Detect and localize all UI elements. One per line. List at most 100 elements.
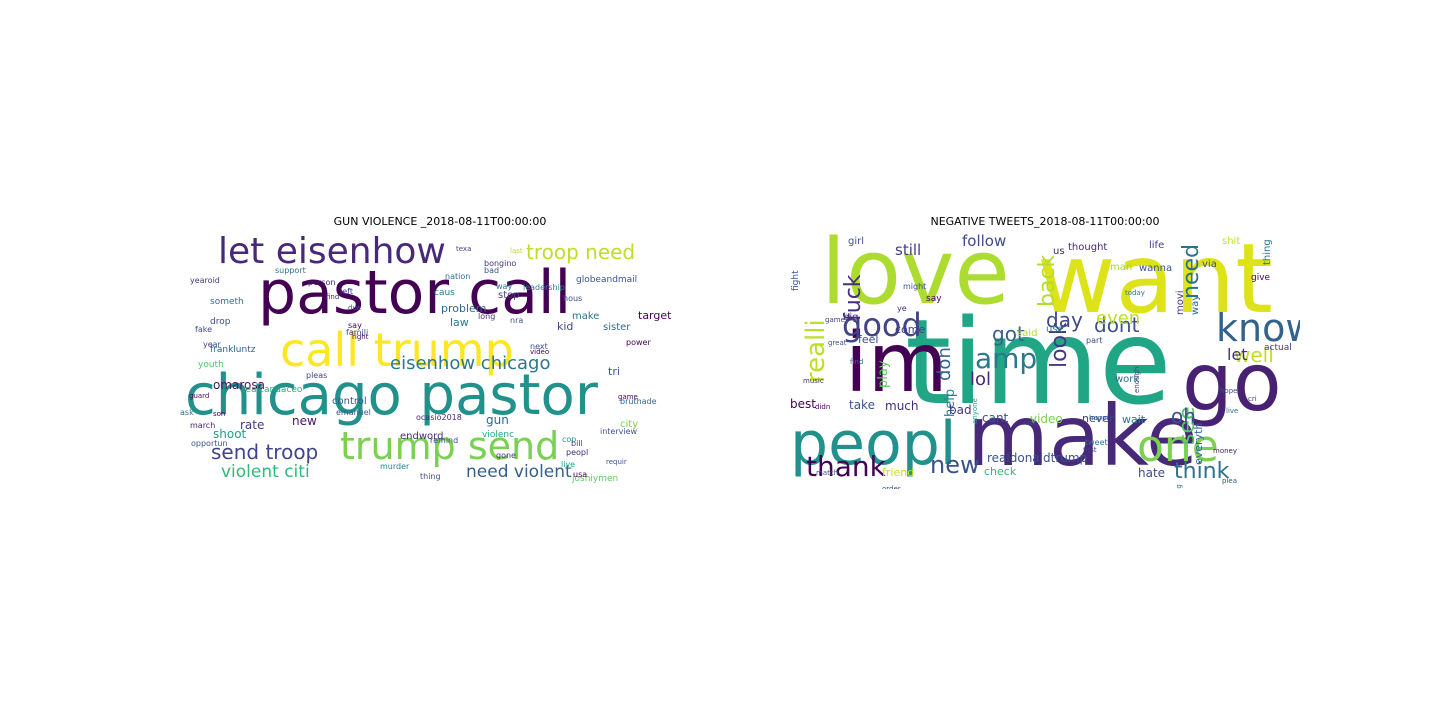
negative-tweets-word-tweet: tweet — [1085, 438, 1108, 447]
negative-tweets-word-thank: thank — [806, 450, 887, 483]
negative-tweets-word-best: best — [790, 397, 816, 411]
negative-tweets-word-cri: cri — [1248, 395, 1257, 403]
gun-violence-word-way: way — [496, 282, 512, 291]
gun-violence-word-fake: fake — [195, 325, 212, 334]
gun-violence-word-pastor-call: pastor call — [258, 258, 571, 328]
gun-violence-word-bill: bill — [571, 439, 583, 448]
gun-violence-word-usa: usa — [573, 470, 587, 479]
gun-violence-word-emanuel: emanuel — [336, 408, 371, 417]
gun-violence-word-next: next — [530, 342, 548, 351]
gun-violence-word-live: live — [561, 460, 575, 469]
negative-tweets-word-man: man — [1110, 262, 1132, 273]
gun-violence-word-due: due — [348, 304, 361, 312]
negative-tweets-word-love: love — [821, 231, 1010, 325]
gun-violence-word-last: last — [510, 247, 523, 255]
negative-tweets-word-enough: enough — [1133, 367, 1141, 393]
gun-violence-word-need-violent: need violent — [466, 462, 572, 482]
negative-tweets-word-first: first — [1083, 446, 1097, 454]
negative-tweets-word-need: need — [1179, 244, 1204, 299]
gun-violence-word-right: right — [352, 333, 369, 341]
negative-tweets-word-back: back — [1035, 254, 1060, 307]
negative-tweets-word-look: look — [1047, 322, 1072, 368]
gun-violence-word-problem: problem — [441, 302, 487, 315]
negative-tweets-word-bad: bad — [949, 403, 972, 417]
negative-tweets-word-thing: thing — [1262, 239, 1273, 265]
gun-violence-word-peopl: peopl — [566, 448, 588, 457]
negative-tweets-word-movi: movi — [1175, 290, 1186, 315]
negative-tweets-word-us: us — [1053, 246, 1065, 257]
gun-violence-word-left: left — [340, 287, 353, 296]
negative-tweets-word-much: much — [885, 399, 919, 413]
negative-tweets-word-music: music — [803, 377, 824, 385]
negative-tweets-word-time: time — [905, 293, 1172, 431]
negative-tweets-word-thought: thought — [1068, 242, 1107, 253]
negative-tweets-word-actual: actual — [1264, 343, 1292, 353]
negative-tweets-word-don: don — [934, 347, 955, 381]
negative-tweets-word-use: use — [1046, 324, 1064, 335]
gun-violence-word-rate: rate — [240, 418, 264, 432]
negative-tweets-word-work: work — [1115, 374, 1139, 385]
gun-violence-word-sister: sister — [603, 322, 631, 333]
right-chart-title: NEGATIVE TWEETS_2018-08-11T00:00:00 — [930, 215, 1160, 228]
gun-violence-word-famili: famili — [346, 328, 368, 337]
negative-tweets-word-realli: realli — [801, 319, 831, 383]
negative-tweets-word-video: video — [1030, 412, 1063, 426]
negative-tweets-word-hope: hope — [1220, 387, 1237, 395]
gun-violence-word-trump-send: trump send — [340, 424, 559, 468]
gun-violence-word-thing: thing — [420, 472, 441, 481]
gun-violence-word-game: game — [618, 393, 638, 401]
gun-violence-word-son: son — [213, 410, 225, 418]
gun-violence-word-eisenhow-chicago: eisenhow chicago — [390, 353, 550, 374]
negative-tweets-word-big: big — [843, 312, 858, 323]
gun-violence-word-texa: texa — [456, 245, 471, 253]
negative-tweets-word-said: said — [1017, 328, 1037, 339]
negative-tweets-word-day: day — [1046, 308, 1083, 332]
left-chart-title: GUN VIOLENCE _2018-08-11T00:00:00 — [333, 215, 547, 228]
negative-tweets-word-song: song — [1175, 484, 1183, 489]
gun-violence-word-bongino: bongino — [484, 259, 516, 268]
gun-violence-word-endword: endword — [400, 431, 443, 442]
gun-violence-word-remind: remind — [430, 436, 458, 445]
gun-violence-word-law: law — [450, 316, 469, 329]
negative-tweets-word-ye: ye — [897, 304, 907, 313]
gun-violence-word-yearoid: yearoid — [190, 276, 220, 285]
gun-violence-word-interview: interview — [600, 427, 638, 436]
negative-tweets-word-go: go — [1182, 336, 1282, 429]
negative-tweets-word-play: play — [876, 360, 891, 388]
gun-violence-word-nation: nation — [445, 272, 470, 281]
gun-violence-word-march: march — [190, 421, 215, 430]
negative-tweets-word-girl: girl — [848, 236, 864, 247]
negative-tweets-word-live: live — [1226, 407, 1238, 415]
negative-tweets-word-im: im — [845, 316, 948, 411]
gun-violence-word-guard: guard — [189, 392, 209, 400]
gun-violence-word-video: video — [530, 348, 549, 356]
gun-violence-word-let-eisenhow: let eisenhow — [218, 231, 446, 272]
negative-tweets-word-fuck: fuck — [841, 274, 866, 321]
gun-violence-word-person: person — [308, 278, 335, 287]
gun-violence-word-ocasio2018: ocasio2018 — [416, 413, 462, 422]
negative-tweets-word-life: life — [1149, 240, 1164, 251]
negative-tweets-word-lol: lol — [970, 369, 991, 390]
negative-tweets-word-feel: feel — [858, 333, 878, 346]
gun-violence-word-call-trump: call trump — [280, 323, 514, 377]
negative-tweets-word-nice: nice — [1023, 419, 1038, 427]
negative-tweets-word-happi: happi — [1089, 414, 1109, 422]
gun-violence-word-power: power — [626, 338, 651, 347]
negative-tweets-word-amp: amp — [975, 342, 1037, 375]
negative-tweets-word-peopl: peopl — [790, 409, 956, 479]
gun-violence-word-omarosa: omarosa — [213, 378, 265, 392]
gun-violence-word-shoot: shoot — [213, 427, 247, 441]
gun-violence-word-stop: stop — [498, 290, 520, 301]
negative-tweets-word-new: new — [930, 451, 980, 479]
negative-tweets-word-see: see — [1175, 406, 1200, 445]
negative-tweets-word-game: game — [825, 316, 845, 324]
negative-tweets-word-help: help — [943, 389, 958, 417]
gun-violence-word-frankluntz: frankluntz — [210, 345, 256, 355]
gun-violence-word-joshiymen: joshiymen — [571, 474, 618, 484]
gun-violence-word-troop-need: troop need — [526, 240, 635, 264]
gun-violence-word-bruthade: bruthade — [620, 397, 657, 406]
negative-tweets-word-never: never — [1082, 412, 1114, 425]
gun-violence-word-gun: gun — [486, 413, 509, 427]
negative-tweets-word-think: think — [1174, 459, 1230, 484]
